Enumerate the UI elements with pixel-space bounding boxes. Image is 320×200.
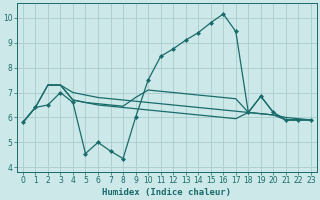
X-axis label: Humidex (Indice chaleur): Humidex (Indice chaleur) <box>102 188 231 197</box>
